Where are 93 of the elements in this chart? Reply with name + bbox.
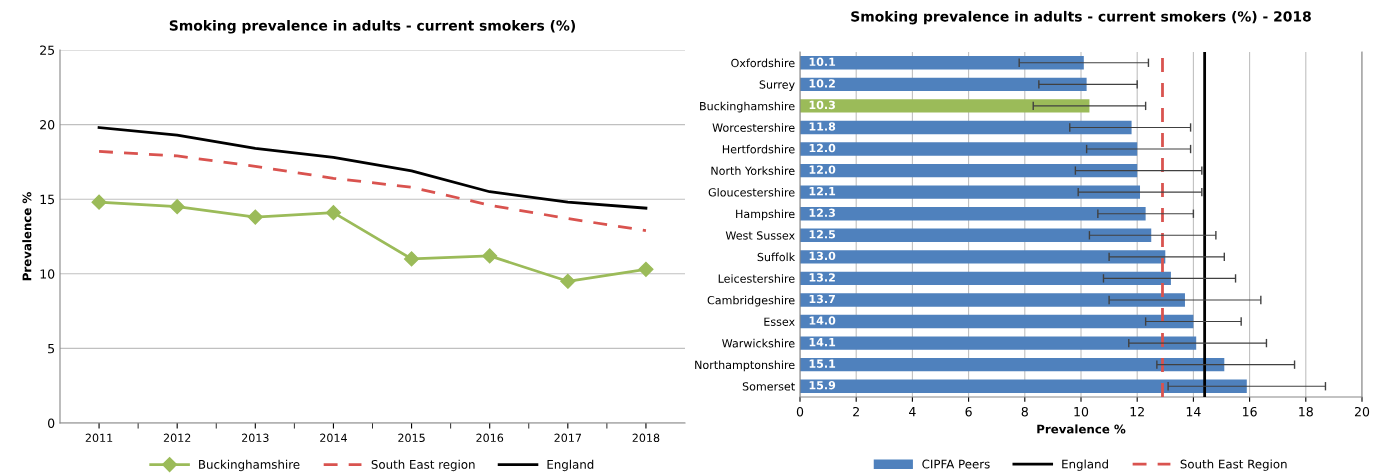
y-tick-label: Leicestershire <box>718 274 795 283</box>
legend-label: England <box>1062 459 1108 471</box>
data-label: 11.8 <box>809 122 836 131</box>
x-tick-label: 2013 <box>241 433 269 443</box>
line-series <box>97 126 648 210</box>
y-tick-label: Oxfordshire <box>731 58 795 68</box>
x-tick-label: 2011 <box>85 433 113 443</box>
legend-label: South East region <box>371 459 475 472</box>
data-label: 10.2 <box>809 79 835 88</box>
legend-label: Buckinghamshire <box>199 459 300 472</box>
chart-title: Smoking prevalence in adults - current smokers (%) <box>169 20 576 34</box>
y-tick-label: Buckinghamshire <box>700 101 795 113</box>
y-tick-label: Warwickshire <box>722 338 795 348</box>
x-tick-label: 4 <box>909 407 916 417</box>
legend-label: South East Region <box>1180 459 1287 471</box>
chart-title: Smoking prevalence in adults - current smokers (%) - 2018 <box>851 10 1311 25</box>
y-tick-label: Worcestershire <box>712 123 795 132</box>
data-label: 15.1 <box>809 359 836 368</box>
x-tick-label: 14 <box>1186 407 1201 417</box>
data-label: 14.0 <box>809 316 836 325</box>
y-tick-label: Northamptonshire <box>695 360 795 372</box>
bar <box>800 336 1197 350</box>
y-tick-label: West Sussex <box>725 231 795 240</box>
y-tick-label: North Yorkshire <box>711 166 795 175</box>
bar <box>800 56 1084 70</box>
x-tick-label: 2 <box>853 406 859 417</box>
data-label: 10.1 <box>809 57 836 67</box>
y-tick-label: Gloucestershire <box>708 187 795 197</box>
y-tick-label: Hertfordshire <box>722 144 795 154</box>
point <box>560 273 576 289</box>
y-axis-title: Prevalence % <box>22 192 32 281</box>
bar <box>800 163 1138 178</box>
bar <box>800 357 1225 372</box>
bar <box>800 314 1194 329</box>
point <box>482 248 498 264</box>
legend-label: CIPFA Peers <box>922 459 990 469</box>
bar <box>800 120 1132 135</box>
x-tick-label: 2015 <box>398 433 425 443</box>
y-tick-label: 25 <box>40 45 55 55</box>
bar <box>800 207 1146 221</box>
y-tick-label: Hampshire <box>736 209 795 221</box>
data-label: 13.7 <box>809 294 835 304</box>
data-label: 12.0 <box>809 165 836 174</box>
bar <box>800 250 1166 264</box>
bar <box>800 271 1171 286</box>
x-tick-label: 16 <box>1243 406 1257 417</box>
data-label: 12.3 <box>809 208 835 217</box>
point <box>325 205 342 221</box>
x-tick-label: 2014 <box>320 433 347 443</box>
bar <box>800 379 1247 393</box>
y-tick-label: 10 <box>40 269 55 279</box>
y-tick-label: Cambridgeshire <box>707 295 795 307</box>
y-tick-label: Suffolk <box>757 252 796 262</box>
x-tick-label: 2017 <box>554 433 581 443</box>
data-label: 14.1 <box>809 338 836 347</box>
data-label: 12.5 <box>809 230 836 239</box>
legend-label: England <box>547 459 594 472</box>
x-tick-label: 12 <box>1130 406 1144 417</box>
x-tick-label: 2018 <box>632 433 660 443</box>
bar <box>800 77 1087 92</box>
bar <box>800 293 1185 307</box>
y-tick-label: Somerset <box>742 382 795 391</box>
y-tick-label: 0 <box>48 418 55 428</box>
point <box>247 209 263 225</box>
y-tick-label: Surrey <box>759 80 795 91</box>
data-label: 13.2 <box>809 273 835 282</box>
x-tick-label: 18 <box>1299 406 1313 417</box>
y-tick-label: 15 <box>40 194 55 205</box>
x-axis-title: Prevalence % <box>1037 424 1126 434</box>
y-tick-label: 5 <box>48 344 55 354</box>
bar <box>800 99 1090 113</box>
bar <box>800 142 1138 156</box>
line-series <box>97 150 648 232</box>
data-label: 12.1 <box>809 186 836 196</box>
x-tick-label: 2012 <box>163 433 191 443</box>
x-tick-label: 20 <box>1354 406 1370 417</box>
point <box>91 194 107 210</box>
data-label: 13.0 <box>809 251 836 261</box>
data-label: 10.3 <box>809 100 835 110</box>
y-tick-label: 20 <box>40 120 55 130</box>
x-tick-label: 0 <box>796 406 804 417</box>
x-tick-label: 10 <box>1074 406 1089 417</box>
data-label: 12.0 <box>809 143 836 153</box>
bar <box>800 228 1152 242</box>
data-label: 15.9 <box>809 381 836 390</box>
point <box>403 251 420 267</box>
x-tick-label: 8 <box>1021 406 1028 417</box>
x-tick-label: 2016 <box>476 433 504 443</box>
point <box>638 261 654 277</box>
y-tick-label: Essex <box>764 317 795 326</box>
bar <box>800 185 1141 199</box>
x-tick-label: 6 <box>965 406 972 417</box>
point <box>169 199 185 215</box>
